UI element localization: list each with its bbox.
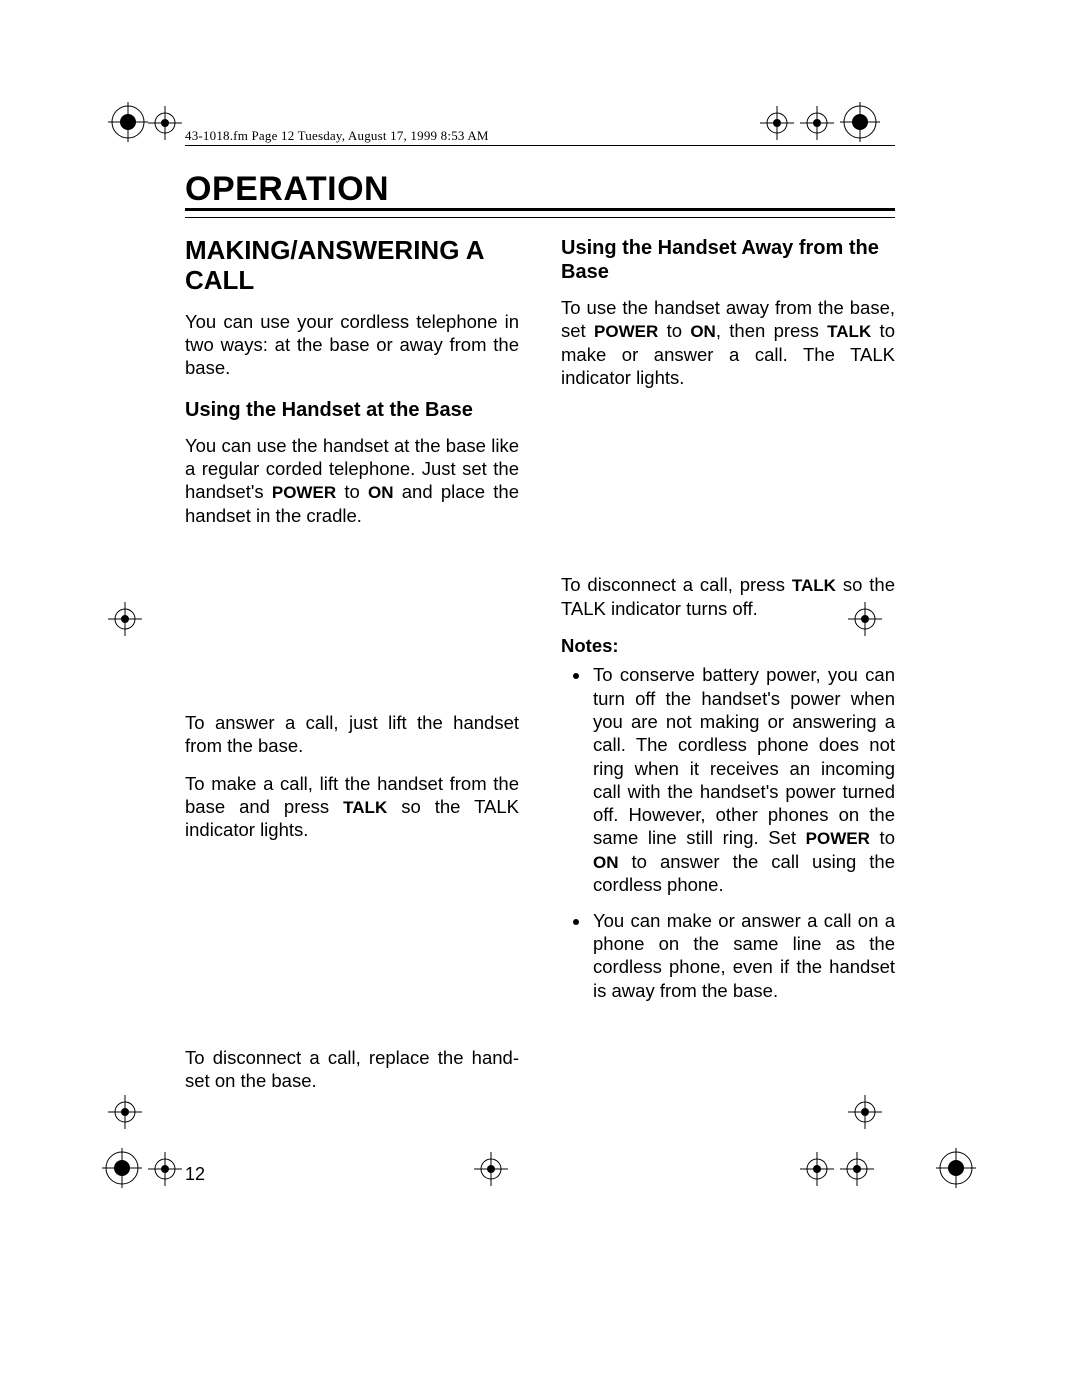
text: To conserve battery power, you can turn … — [593, 664, 895, 848]
figure-placeholder — [185, 856, 519, 1046]
figure-placeholder — [185, 541, 519, 711]
chapter-rule — [185, 208, 895, 218]
text: to answer the call using the cordless ph… — [593, 851, 895, 895]
page: 43-1018.fm Page 12 Tuesday, August 17, 1… — [0, 0, 1080, 1397]
crop-mark-icon — [108, 1095, 142, 1129]
keyword: ON — [593, 853, 619, 872]
paragraph: You can use your cordless telephone in t… — [185, 310, 519, 380]
list-item: You can make or answer a call on a phone… — [591, 909, 895, 1002]
crop-mark-icon — [148, 1152, 182, 1186]
crop-mark-icon — [800, 106, 834, 140]
paragraph: To make a call, lift the handset from th… — [185, 772, 519, 842]
paragraph: To use the handset away from the base, s… — [561, 296, 895, 389]
text: to — [336, 481, 368, 502]
crop-mark-icon — [108, 602, 142, 636]
text: to — [658, 320, 690, 341]
section-heading: MAKING/ANSWERING A CALL — [185, 236, 519, 296]
keyword: TALK — [792, 576, 836, 595]
crop-mark-icon — [108, 102, 148, 142]
crop-mark-icon — [102, 1148, 142, 1188]
text: to — [870, 827, 895, 848]
crop-mark-icon — [760, 106, 794, 140]
left-column: MAKING/ANSWERING A CALL You can use your… — [185, 236, 519, 1162]
keyword: POWER — [272, 483, 336, 502]
text: To disconnect a call, press — [561, 574, 792, 595]
crop-mark-icon — [936, 1148, 976, 1188]
crop-mark-icon — [148, 106, 182, 140]
chapter-title: OPERATION — [185, 170, 389, 209]
keyword: ON — [690, 322, 716, 341]
page-number: 12 — [185, 1164, 205, 1185]
keyword: POWER — [594, 322, 658, 341]
keyword: POWER — [806, 829, 870, 848]
running-header: 43-1018.fm Page 12 Tuesday, August 17, 1… — [185, 128, 489, 144]
subsection-heading: Using the Handset Away from the Base — [561, 236, 895, 284]
paragraph: To disconnect a call, replace the hand­s… — [185, 1046, 519, 1093]
content-columns: MAKING/ANSWERING A CALL You can use your… — [185, 236, 895, 1162]
right-column: Using the Handset Away from the Base To … — [561, 236, 895, 1162]
paragraph: You can use the handset at the base like… — [185, 434, 519, 527]
keyword: ON — [368, 483, 394, 502]
keyword: TALK — [343, 798, 387, 817]
keyword: TALK — [827, 322, 871, 341]
paragraph: To disconnect a call, press TALK so the … — [561, 573, 895, 620]
figure-placeholder — [561, 403, 895, 573]
paragraph: To answer a call, just lift the handset … — [185, 711, 519, 758]
crop-mark-icon — [840, 102, 880, 142]
list-item: To conserve battery power, you can turn … — [591, 663, 895, 896]
subsection-heading: Using the Handset at the Base — [185, 398, 519, 422]
notes-label: Notes: — [561, 634, 895, 657]
notes-list: To conserve battery power, you can turn … — [561, 663, 895, 1001]
header-rule — [185, 145, 895, 146]
text: , then press — [716, 320, 827, 341]
